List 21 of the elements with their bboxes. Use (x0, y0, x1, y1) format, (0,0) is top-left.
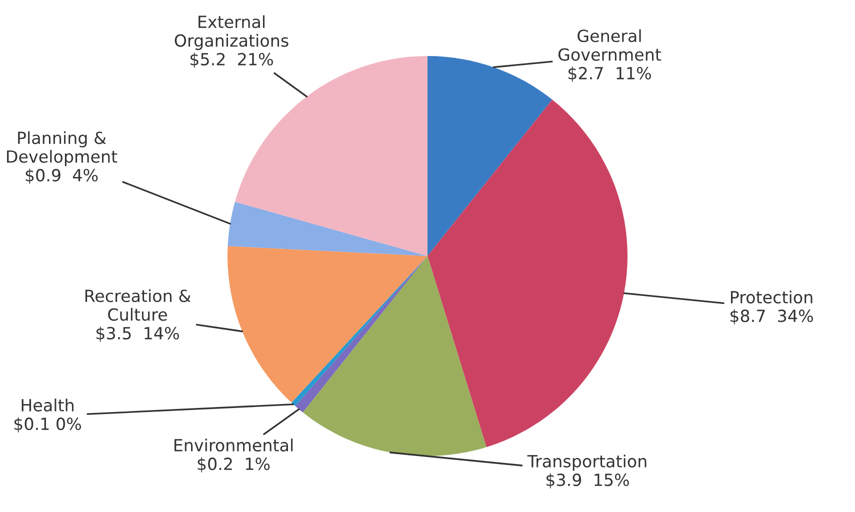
slice-label: Recreation & Culture (85, 289, 191, 321)
slice-label: General Government (558, 29, 662, 61)
pie-slice (302, 256, 486, 456)
data-label: $3.9 15% (546, 473, 629, 488)
data-label: $5.2 21% (190, 52, 273, 68)
data-label: $3.5 14% (96, 326, 179, 342)
pie-slice (228, 202, 428, 256)
slice-label: Environmental (174, 438, 293, 452)
data-label: $2.7 11% (568, 66, 651, 82)
slice-label: Protection (730, 290, 812, 304)
pie-slice (228, 246, 428, 403)
slice-label: Planning & Development (7, 131, 118, 166)
data-label: $0.9 4% (26, 168, 98, 184)
data-label: $8.7 34% (730, 309, 813, 324)
data-label: $0.2 1% (198, 457, 270, 472)
pie-slice (428, 56, 552, 256)
pie-slice (428, 100, 628, 448)
slice-label: Transportation (527, 454, 646, 471)
data-label: $0.1 0% (14, 417, 82, 432)
slice-label: External Organizations (174, 15, 288, 50)
slice-label: Health (22, 398, 74, 412)
